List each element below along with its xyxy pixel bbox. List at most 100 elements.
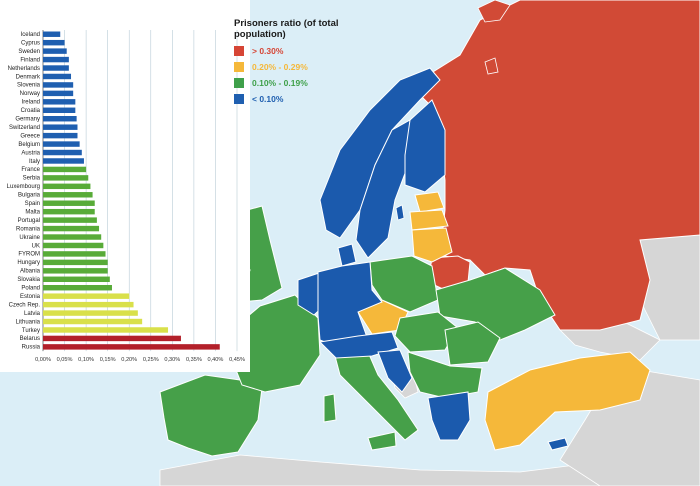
bar [43,242,104,249]
bar [43,344,220,350]
category-label: Serbia [23,176,41,182]
grey-land-north-africa [159,454,700,486]
bar [43,234,102,240]
category-label: Czech Rep. [9,302,41,308]
category-label: Croatia [21,108,41,114]
x-tick-label: 0,10% [78,357,94,363]
bar [43,200,95,206]
estonia [414,191,445,213]
bar [43,73,72,80]
legend-swatch [234,78,244,88]
cyprus [547,437,569,451]
bar [43,31,61,37]
x-tick-label: 0,45% [229,357,245,363]
category-label: France [21,167,40,173]
germany [317,261,383,349]
category-label: FYROM [18,252,40,258]
bar [43,65,69,71]
bar [43,175,89,181]
bar [43,149,82,156]
sweden [355,119,411,259]
bar [43,99,76,105]
legend-item-lt-010: < 0.10% [234,93,283,105]
legend-title-line2: population) [234,29,286,40]
category-label: Luxembourg [7,184,40,190]
category-label: Turkey [22,328,40,334]
legend-label: < 0.10% [252,94,284,104]
x-tick-label: 0,00% [35,357,51,363]
category-label: Slovenia [17,83,41,89]
category-label: Greece [20,133,40,139]
russia-islands [477,0,511,75]
ukraine [435,267,556,343]
bar [43,90,74,97]
slovakia-hungary [394,311,459,353]
bar [43,301,134,308]
bar [43,293,130,299]
denmark [337,243,357,267]
sicily-sardinia [323,393,397,451]
category-label: Cyprus [21,40,40,46]
category-label: Germany [15,117,40,123]
greece [427,391,471,441]
category-label: Denmark [16,74,41,80]
x-tick-label: 0,20% [121,357,137,363]
bar [43,39,65,46]
x-tick-label: 0,15% [100,357,116,363]
turkey [484,351,651,451]
legend-item-020-029: 0.20% - 0.29% [234,61,308,73]
bar [43,48,67,54]
category-label: Belgium [18,142,40,148]
x-tick-label: 0,40% [208,357,224,363]
bar [43,310,138,316]
bar [43,217,97,223]
category-label: Belarus [20,336,40,342]
bar [43,251,106,257]
legend-label: > 0.30% [252,46,284,56]
italy [334,351,419,441]
x-tick-label: 0,25% [143,357,159,363]
bar [43,208,95,215]
sweden-island [395,204,405,221]
bar [43,132,78,139]
category-label: Sweden [18,49,40,55]
category-label: Iceland [21,32,40,38]
category-label: Lithuania [16,319,41,325]
category-label: Norway [20,91,40,97]
category-label: Italy [29,159,40,165]
legend-title-line1: Prisoners ratio (of total [234,18,339,29]
category-label: Albania [20,269,41,275]
bar [43,141,80,147]
bar [43,276,110,282]
bar [43,107,76,113]
x-tick-label: 0,05% [57,357,73,363]
bar-chart: 0,00% 0,05% 0,10% 0,15% 0,20% 0,25% 0,30% 0,35%… [7,30,245,363]
bar [43,225,100,232]
bar [43,259,108,266]
bar [43,318,143,325]
bar [43,285,112,291]
iberia [159,374,263,457]
legend-swatch [234,46,244,56]
legend-label: 0.20% - 0.29% [252,62,308,72]
norway [319,67,441,239]
legend-swatch [234,62,244,72]
category-label: Hungary [17,260,40,266]
category-label: Poland [21,286,40,292]
chart-panel [0,0,250,372]
category-label: Estonia [20,294,41,300]
legend-label: 0.10% - 0.19% [252,78,308,88]
category-label: Finland [20,57,40,63]
category-label: Austria [21,150,40,156]
bar [43,82,74,88]
legend-swatch [234,94,244,104]
legend-item-gt-030: > 0.30% [234,45,283,57]
latvia [409,209,449,231]
bar [43,192,93,198]
x-tick-label: 0,30% [164,357,180,363]
category-label: Switzerland [9,125,40,131]
category-label: Netherlands [8,66,40,72]
category-label: Slovakia [17,277,40,283]
bar [43,327,169,333]
